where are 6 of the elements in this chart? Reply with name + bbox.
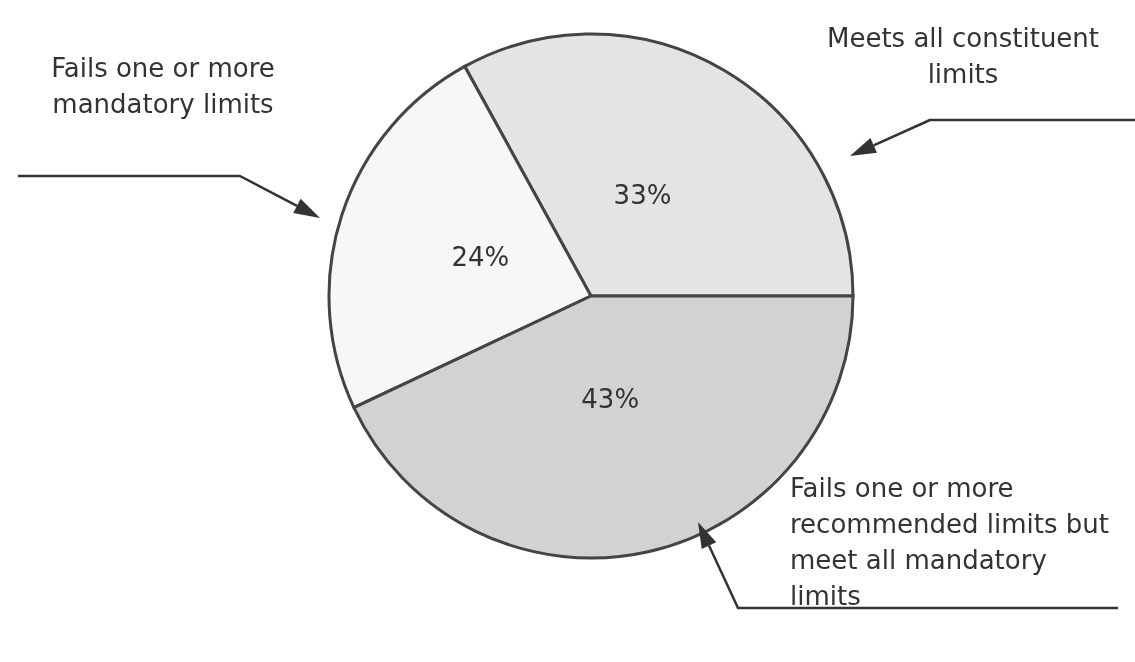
slice-label: Fails one or more mandatory limits [50, 52, 276, 121]
slice-label: Meets all constituent limits [825, 22, 1101, 91]
slice-label: Fails one or more recommended limits but meet all mandatory limits [790, 472, 1110, 613]
data-label: 43% [581, 384, 640, 415]
data-label: 33% [613, 180, 672, 211]
data-label: 24% [451, 241, 510, 272]
